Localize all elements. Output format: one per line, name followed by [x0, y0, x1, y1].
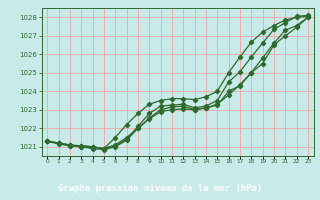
Text: Graphe pression niveau de la mer (hPa): Graphe pression niveau de la mer (hPa) [58, 184, 262, 193]
